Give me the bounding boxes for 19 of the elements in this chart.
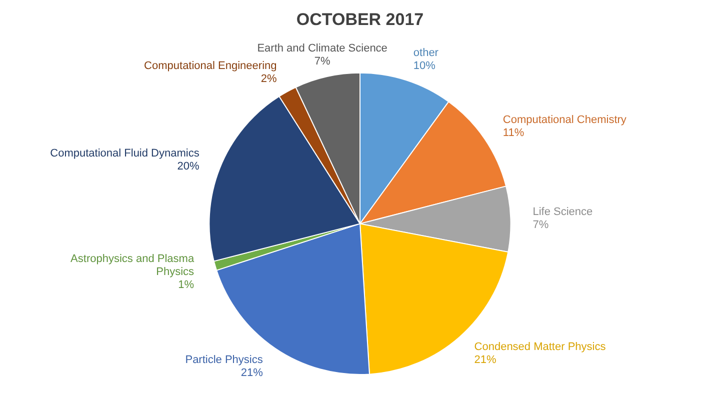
- data-label: 7%: [314, 56, 330, 68]
- data-label: 11%: [502, 127, 524, 140]
- data-label: 10%: [413, 60, 436, 72]
- data-label: 2%: [260, 72, 277, 85]
- slice-label: Computational Engineering: [144, 60, 277, 72]
- slice-label: Computational Chemistry: [502, 114, 627, 126]
- data-label: 21%: [240, 367, 264, 380]
- slice-label: Life Science: [532, 206, 593, 218]
- slice-label: Condensed Matter Physics: [474, 340, 606, 353]
- slice-label: Computational Fluid Dynamics: [50, 148, 200, 160]
- data-label: 7%: [532, 218, 549, 231]
- data-label: 1%: [178, 278, 194, 291]
- slice-label: Astrophysics and Plasma Physics: [70, 252, 195, 278]
- slice-label: Earth and Climate Science: [257, 42, 388, 55]
- data-label: 20%: [177, 160, 200, 173]
- slice-label: other: [413, 46, 439, 59]
- slice-label: Particle Physics: [185, 354, 264, 366]
- data-label: 21%: [474, 354, 497, 366]
- chart-title: OCTOBER 2017: [296, 10, 424, 29]
